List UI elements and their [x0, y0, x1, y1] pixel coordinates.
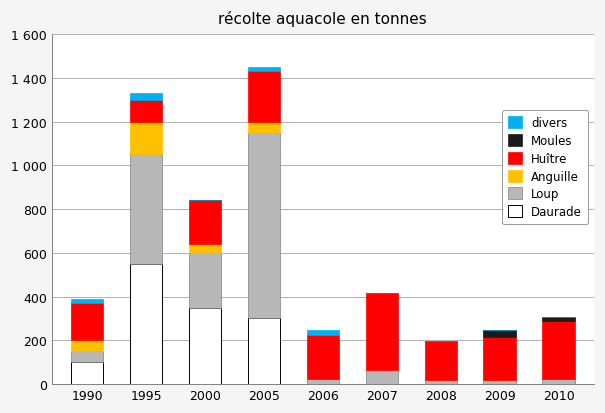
Bar [307, 379, 339, 384]
Bar [189, 308, 221, 384]
Bar [71, 299, 103, 304]
Bar [189, 201, 221, 244]
Bar [248, 122, 280, 133]
Bar [248, 319, 280, 384]
Legend: divers, Moules, Huître, Anguille, Loup, Daurade: divers, Moules, Huître, Anguille, Loup, … [502, 111, 588, 224]
Bar [365, 294, 398, 370]
Bar [130, 122, 162, 155]
Bar [307, 335, 339, 379]
Bar [71, 340, 103, 351]
Bar [130, 155, 162, 264]
Bar [307, 331, 339, 335]
Bar [130, 101, 162, 122]
Bar [248, 72, 280, 122]
Bar [130, 264, 162, 384]
Bar [248, 68, 280, 72]
Bar [425, 342, 457, 380]
Bar [542, 318, 575, 321]
Bar [365, 370, 398, 384]
Bar [71, 351, 103, 362]
Bar [425, 380, 457, 384]
Bar [483, 337, 516, 380]
Bar [483, 331, 516, 337]
Bar [542, 379, 575, 384]
Bar [483, 380, 516, 384]
Bar [71, 304, 103, 340]
Bar [130, 94, 162, 101]
Bar [189, 244, 221, 253]
Title: récolte aquacole en tonnes: récolte aquacole en tonnes [218, 11, 427, 27]
Bar [542, 321, 575, 379]
Bar [71, 362, 103, 384]
Bar [248, 133, 280, 319]
Bar [189, 253, 221, 308]
